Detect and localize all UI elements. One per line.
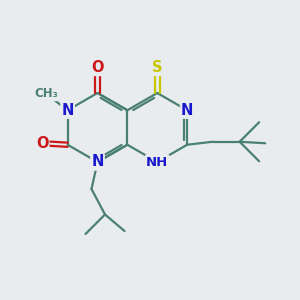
Text: N: N <box>91 154 104 169</box>
Text: O: O <box>36 136 48 151</box>
Text: NH: NH <box>146 155 168 169</box>
Text: O: O <box>91 60 104 75</box>
Text: N: N <box>181 103 193 118</box>
Text: N: N <box>61 103 74 118</box>
Text: CH₃: CH₃ <box>34 87 58 100</box>
Text: S: S <box>152 60 163 75</box>
